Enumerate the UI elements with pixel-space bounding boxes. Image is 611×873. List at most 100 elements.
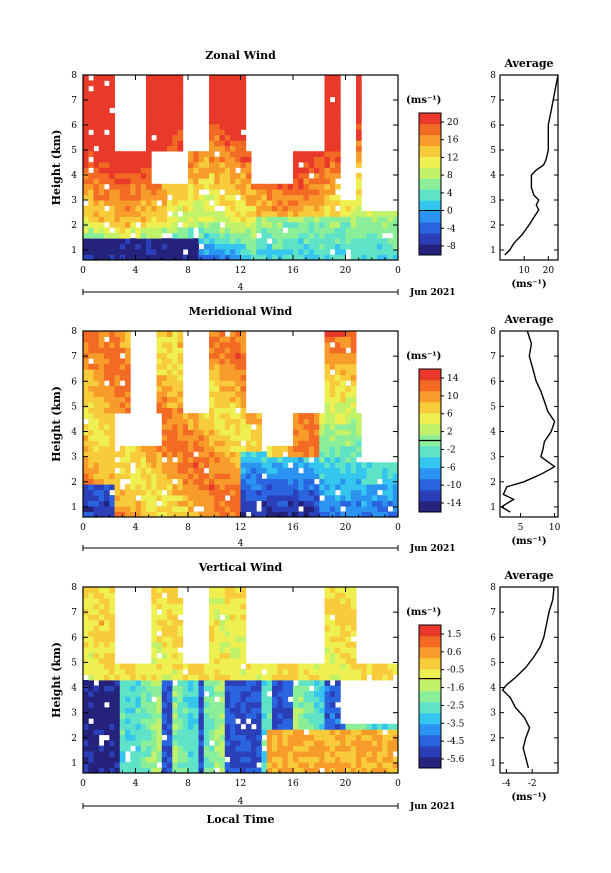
heatmap-cell (266, 189, 273, 196)
heatmap-cell (329, 429, 336, 436)
heatmap-cell (167, 762, 173, 768)
heatmap-cell (319, 511, 325, 518)
heatmap-cell (98, 745, 105, 752)
heatmap-cell (109, 189, 115, 196)
heatmap-cell (224, 429, 231, 436)
heatmap-cell (356, 734, 362, 741)
heatmap-cell (193, 762, 199, 768)
heatmap-cell (83, 151, 89, 157)
heatmap-cell (224, 718, 231, 725)
heatmap-cell (93, 243, 100, 250)
heatmap-cell (335, 478, 341, 485)
heatmap-cell (88, 729, 94, 736)
heatmap-cell (298, 718, 304, 725)
heatmap-cell (93, 407, 100, 414)
heatmap-cell (177, 625, 184, 632)
heatmap-cell (93, 701, 100, 708)
heatmap-cell (172, 113, 178, 119)
heatmap-cell (235, 674, 241, 681)
heatmap-cell (130, 495, 136, 501)
heatmap-cell (251, 685, 257, 692)
heatmap-cell (209, 124, 215, 130)
heatmap-cell (245, 690, 252, 697)
heatmap-cell (125, 467, 131, 474)
heatmap-cell (188, 495, 194, 501)
heatmap-cell (104, 641, 110, 648)
heatmap-cell (98, 440, 105, 447)
heatmap-cell (172, 658, 178, 664)
heatmap-cell (298, 478, 304, 485)
heatmap-cell (387, 221, 394, 228)
heatmap-cell (172, 102, 178, 108)
heatmap-cell (146, 243, 152, 250)
heatmap-cell (261, 506, 268, 512)
heatmap-cell (114, 489, 121, 496)
heatmap-cell (151, 712, 157, 719)
heatmap-cell (161, 429, 168, 436)
heatmap-cell (188, 189, 194, 196)
heatmap-cell (93, 767, 100, 774)
heatmap-cell (235, 751, 241, 757)
heatmap-cell (272, 680, 278, 686)
heatmap-cell (335, 767, 341, 774)
heatmap-cell (203, 445, 210, 452)
heatmap-cell (314, 756, 320, 763)
heatmap-cell (245, 211, 252, 217)
heatmap-cell (319, 429, 325, 436)
heatmap-cell (324, 374, 331, 381)
heatmap-cell (219, 462, 226, 469)
heatmap-cell (83, 216, 89, 223)
heatmap-cell (140, 249, 147, 255)
heatmap-cell (109, 707, 115, 714)
heatmap-cell (104, 341, 110, 348)
heatmap-cell (198, 194, 205, 201)
heatmap-cell (356, 495, 362, 501)
heatmap-cell (198, 211, 205, 217)
heatmap-cell (198, 445, 205, 452)
colorbar-swatch (419, 200, 441, 212)
heatmap-cell (88, 440, 94, 447)
heatmap-cell (104, 331, 110, 337)
heatmap-cell (177, 85, 184, 92)
heatmap-cell (203, 745, 210, 752)
heatmap-cell (83, 183, 89, 190)
heatmap-cell (319, 680, 325, 686)
heatmap-cell (83, 156, 89, 163)
heatmap-cell (298, 674, 304, 681)
heatmap-cell (156, 80, 163, 87)
colorbar-swatch (419, 691, 441, 703)
heatmap-cell (114, 238, 121, 244)
heatmap-cell (287, 511, 294, 518)
heatmap-cell (261, 701, 268, 708)
heatmap-cell (371, 467, 378, 474)
heatmap-cell (209, 614, 215, 621)
heatmap-cell (335, 331, 341, 337)
heatmap-cell (230, 156, 236, 163)
heatmap-cell (83, 91, 89, 98)
heatmap-cell (366, 729, 373, 736)
heatmap-cell (125, 162, 131, 168)
heatmap-cell (104, 762, 110, 768)
avg-y-tick-label: 3 (490, 453, 496, 463)
heatmap-cell (93, 484, 100, 491)
heatmap-cell (83, 462, 89, 469)
heatmap-cell (119, 762, 126, 768)
heatmap-cell (314, 674, 320, 681)
heatmap-cell (277, 495, 283, 501)
heatmap-cell (151, 597, 157, 604)
heatmap-cell (88, 756, 94, 763)
heatmap-cell (98, 162, 105, 168)
heatmap-cell (356, 429, 362, 436)
heatmap-cell (93, 380, 100, 387)
heatmap-cell (240, 134, 247, 141)
heatmap-cell (371, 663, 378, 670)
heatmap-cell (293, 227, 299, 234)
heatmap-cell (356, 418, 362, 425)
heatmap-cell (193, 462, 199, 469)
heatmap-cell (125, 183, 131, 190)
heatmap-cell (224, 407, 231, 414)
heatmap-cell (230, 473, 236, 480)
heatmap-cell (230, 140, 236, 147)
heatmap-cell (356, 462, 362, 469)
heatmap-cell (104, 140, 110, 147)
